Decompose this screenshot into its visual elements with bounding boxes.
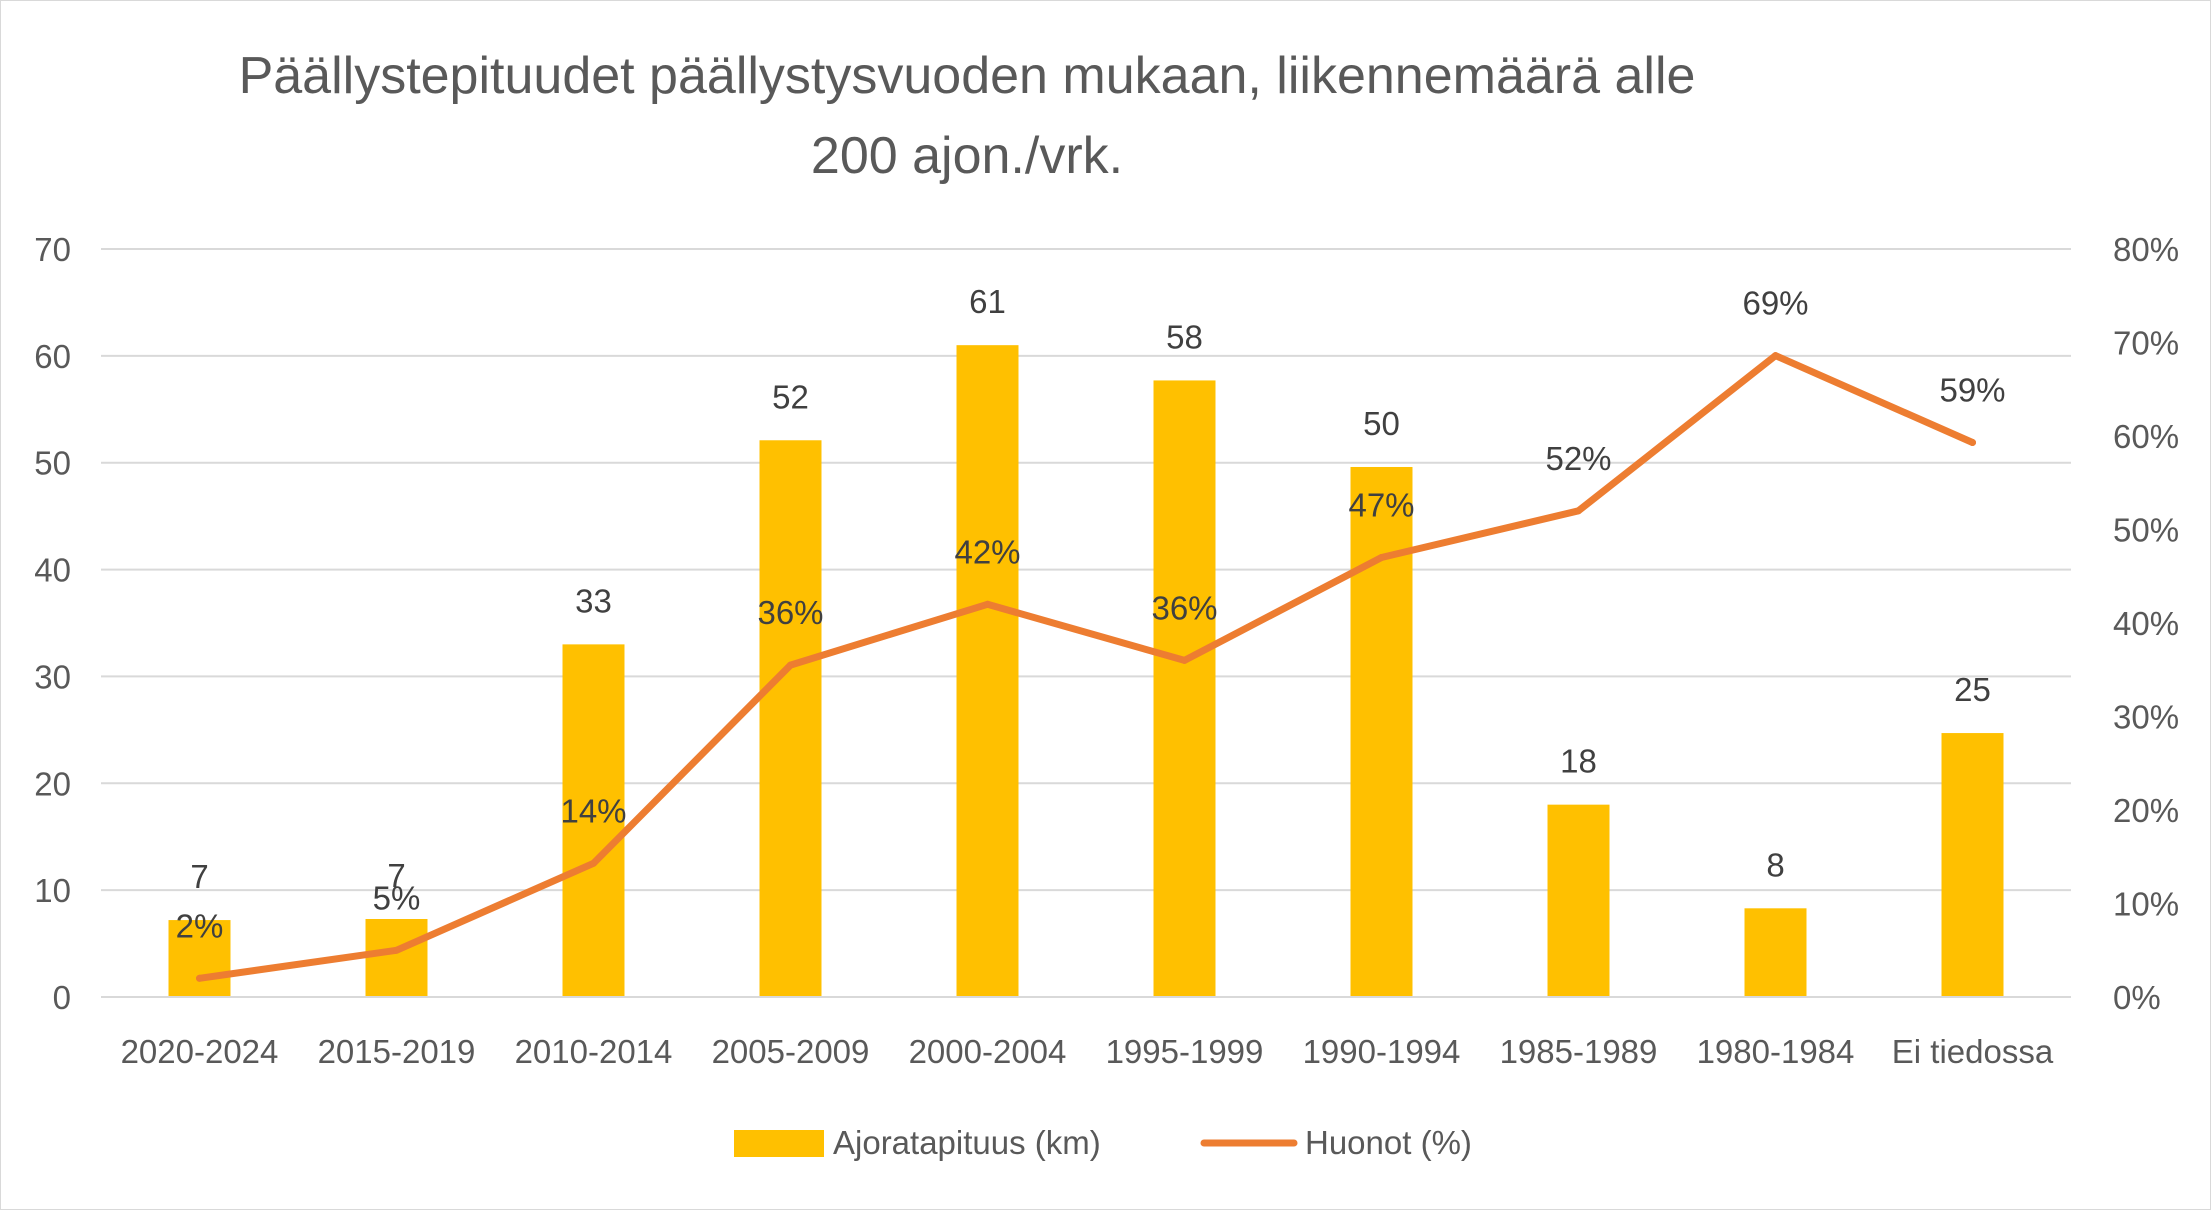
legend[interactable]: Ajoratapituus (km) Huonot (%)	[734, 1124, 1472, 1161]
bar	[1941, 733, 2004, 997]
x-tick-label: 2000-2004	[909, 1033, 1067, 1070]
line-point	[393, 946, 400, 954]
y-right-tick-label: 20%	[2113, 792, 2179, 829]
line-point	[984, 600, 991, 608]
line-data-label: 2%	[176, 907, 224, 944]
line-point	[1969, 439, 1976, 447]
line-data-label: 5%	[373, 879, 421, 916]
y-left-tick-label: 70	[34, 231, 71, 268]
y-left-tick-label: 60	[34, 338, 71, 375]
line-data-label: 42%	[954, 533, 1020, 570]
x-tick-label: 2005-2009	[712, 1033, 870, 1070]
bar	[1744, 908, 1807, 997]
bar-data-label: 50	[1363, 405, 1400, 442]
y-left-tick-label: 50	[34, 445, 71, 482]
bar-data-label: 7	[190, 858, 208, 895]
y-left-tick-label: 20	[34, 765, 71, 802]
bar-data-label: 52	[772, 378, 809, 415]
y-left-tick-label: 10	[34, 872, 71, 909]
x-tick-label: Ei tiedossa	[1892, 1033, 2054, 1070]
x-tick-label: 1980-1984	[1697, 1033, 1855, 1070]
bar	[365, 918, 428, 997]
y-right-tick-label: 30%	[2113, 699, 2179, 736]
line-point	[787, 661, 794, 669]
x-tick-label: 1985-1989	[1500, 1033, 1658, 1070]
bar-data-label: 61	[969, 283, 1006, 320]
y-right-tick-label: 10%	[2113, 886, 2179, 923]
line-point	[590, 859, 597, 867]
line-point	[196, 974, 203, 982]
line-data-label: 36%	[757, 594, 823, 631]
line-data-label: 47%	[1348, 487, 1414, 524]
bar	[956, 345, 1019, 998]
line-data-label: 69%	[1742, 285, 1808, 322]
bar-data-label: 33	[575, 582, 612, 619]
bar-data-label: 18	[1560, 743, 1597, 780]
bar	[1350, 466, 1413, 997]
y-right-tick-label: 0%	[2113, 979, 2161, 1016]
line-series	[196, 352, 1976, 982]
y-left-tick-label: 30	[34, 658, 71, 695]
chart-title-line-2: 200 ajon./vrk.	[811, 127, 1123, 185]
y-right-tick-label: 70%	[2113, 325, 2179, 362]
bar	[1153, 380, 1216, 997]
line-data-label: 52%	[1545, 440, 1611, 477]
legend-label-bar: Ajoratapituus (km)	[833, 1124, 1101, 1161]
legend-swatch-bar	[734, 1130, 824, 1157]
bar	[168, 920, 231, 997]
y-right-tick-label: 40%	[2113, 605, 2179, 642]
line-point	[1772, 352, 1779, 360]
bar	[1547, 804, 1610, 997]
legend-label-line: Huonot (%)	[1305, 1124, 1472, 1161]
bar	[562, 644, 625, 997]
data-labels: 7 7 33 52 61 58 50 18 8 25 2% 5% 14% 36% 42% 36% 47% 52% 6…	[176, 283, 2006, 944]
x-tick-label: 1990-1994	[1303, 1033, 1461, 1070]
y-left-tick-label: 40	[34, 552, 71, 589]
x-tick-label: 1995-1999	[1106, 1033, 1264, 1070]
y-left-tick-label: 0	[53, 979, 71, 1016]
y-right-tick-label: 60%	[2113, 418, 2179, 455]
line-point	[1181, 656, 1188, 664]
line-data-label: 14%	[560, 792, 626, 829]
bar-data-label: 25	[1954, 671, 1991, 708]
bar-data-label: 8	[1766, 846, 1784, 883]
line-point	[1378, 554, 1385, 562]
x-tick-label: 2020-2024	[121, 1033, 279, 1070]
bar-series	[168, 345, 2004, 998]
y-right-tick-label: 50%	[2113, 512, 2179, 549]
x-tick-label: 2015-2019	[318, 1033, 476, 1070]
gridlines	[101, 248, 2071, 892]
bar-data-label: 58	[1166, 318, 1203, 355]
chart-title-line-1: Päällystepituudet päällystysvuoden mukaa…	[239, 47, 1696, 105]
x-tick-label: 2010-2014	[515, 1033, 673, 1070]
line-series-path	[196, 352, 1976, 982]
line-point	[1575, 507, 1582, 515]
y-right-tick-label: 80%	[2113, 231, 2179, 268]
bar	[759, 440, 822, 997]
bar-data-label: 7	[387, 857, 405, 894]
line-data-label: 36%	[1151, 589, 1217, 626]
line-data-label: 59%	[1939, 372, 2005, 409]
axes: 0 10 20 30 40 50 60 70 0% 10% 20% 30% 40% 50% 60% 70% 80…	[34, 231, 2179, 1070]
